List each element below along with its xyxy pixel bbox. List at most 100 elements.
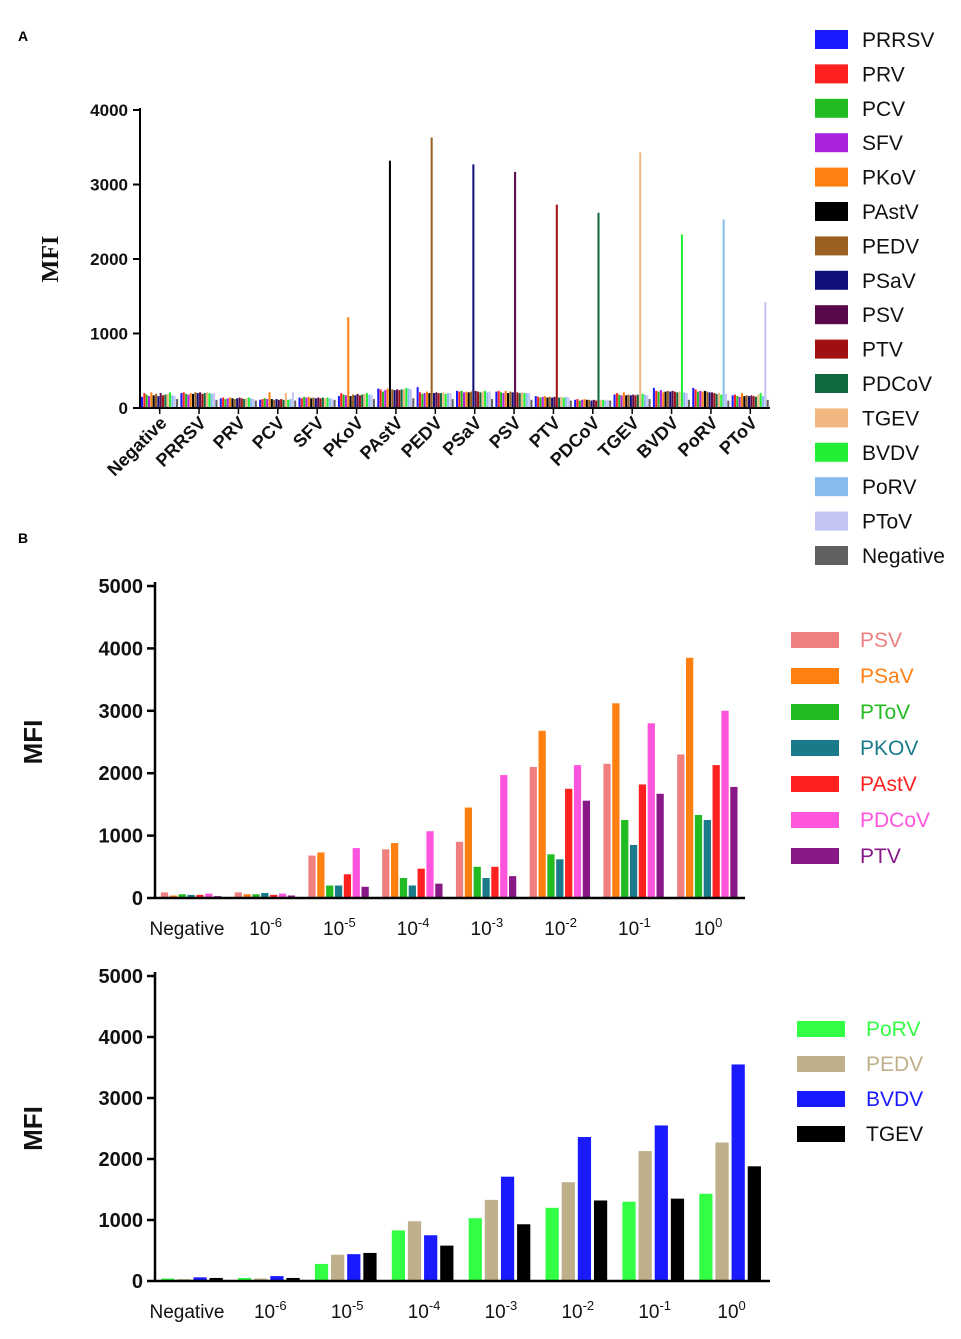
bar-a-pdcov-pedv	[439, 393, 443, 408]
bar-chart-b-bottom-tgev-4	[517, 1224, 531, 1281]
bar-a-tgev-sfv	[324, 398, 327, 408]
bar-a-bvdv-pdcov	[602, 399, 605, 408]
bar-a-porv-psv	[525, 393, 528, 408]
bar-a-sfv-tgev	[620, 395, 623, 408]
bar-a-prv-ptv	[537, 396, 540, 408]
bar-chart-b-bottom-tgev-7	[747, 1166, 761, 1281]
bar-a-pdcov-negative	[164, 394, 167, 408]
x-tick-label-chart-b-bottom: 10-1	[638, 1298, 671, 1323]
bar-a-bvdv-psav	[484, 390, 487, 408]
legend-label-chart-b-top: PKOV	[860, 737, 918, 760]
legend-a: PRRSV PRV PCV SFV PKoV PAstV PEDV PSaV PSV PTV PDC…	[815, 29, 945, 568]
bar-a-bvdv-bvdv	[680, 234, 683, 408]
bar-chart-b-top-pkov-1	[261, 893, 269, 898]
bar-a-pedv-ptov	[745, 395, 748, 408]
bar-a-sfv-ptov	[738, 396, 741, 408]
bar-chart-b-top-pdcov-2	[352, 848, 360, 898]
bar-chart-b-top-ptov-6	[621, 820, 629, 898]
bar-a-negative-ptov	[766, 399, 769, 408]
bar-a-negative-prv	[254, 400, 257, 408]
x-tick-label-chart-b-top: 10-4	[397, 915, 430, 940]
legend-swatch-chart-b-bottom	[797, 1126, 845, 1142]
bar-a-psv-pastv	[395, 389, 398, 409]
bar-a-psav-pastv	[393, 390, 396, 408]
legend-swatch-a	[815, 442, 848, 462]
bar-a-pedv-pdcov	[588, 399, 591, 408]
bar-a-pedv-prv	[233, 399, 236, 408]
bar-a-pastv-tgev	[625, 395, 628, 408]
legend-swatch-chart-b-top	[791, 812, 839, 828]
bar-a-pdcov-psv	[518, 393, 521, 408]
bar-chart-b-bottom-bvdv-2	[347, 1254, 361, 1281]
bar-chart-b-top-pastv-6	[638, 784, 647, 898]
bar-a-psv-prv	[238, 397, 241, 408]
y-tick-label-a: 1000	[90, 325, 128, 344]
bar-a-sfv-pedv	[423, 393, 426, 408]
bar-a-porv-ptv	[565, 396, 568, 408]
legend-label-chart-b-bottom: TGEV	[866, 1123, 923, 1146]
bar-chart-b-top-ptv-2	[361, 886, 369, 898]
bar-a-psav-porv	[708, 392, 711, 408]
bar-a-sfv-porv	[699, 390, 702, 408]
bar-a-negative-pcv	[294, 400, 297, 408]
bar-a-pastv-bvdv	[664, 391, 667, 408]
bar-a-porv-prrsv	[210, 393, 213, 408]
bar-a-prrsv-pcv	[259, 399, 262, 408]
bar-a-psav-sfv	[314, 398, 317, 408]
bar-chart-b-top-psv-6	[603, 763, 611, 898]
bar-a-bvdv-pkov	[365, 393, 368, 408]
bar-a-pcv-porv	[696, 391, 699, 408]
bar-a-porv-pkov	[368, 394, 371, 408]
bar-a-bvdv-ptv	[562, 397, 565, 408]
bar-a-pcv-negative	[145, 394, 148, 408]
bar-a-pastv-pdcov	[585, 399, 588, 408]
legend-label-chart-b-bottom: PEDV	[866, 1053, 923, 1076]
bar-a-prv-bvdv	[655, 390, 658, 408]
bar-a-prrsv-ptv	[534, 396, 537, 408]
legend-label-a: PEDV	[862, 235, 919, 258]
bar-a-prv-sfv	[300, 398, 303, 408]
legend-label-a: PAstV	[862, 201, 919, 224]
bar-a-ptv-prv	[240, 398, 243, 408]
legend-label-a: PTV	[862, 339, 903, 362]
bar-a-ptv-sfv	[319, 398, 322, 408]
bar-a-ptov-ptov	[764, 302, 767, 408]
bar-a-pastv-pastv	[388, 160, 391, 408]
x-tick-label-a: PToV	[715, 413, 761, 459]
bar-a-pdcov-porv	[715, 393, 718, 408]
legend-swatch-a	[815, 374, 848, 393]
legend-swatch-chart-b-top	[791, 776, 839, 792]
legend-swatch-a	[815, 167, 848, 187]
x-tick-label-chart-b-top: 100	[694, 915, 722, 940]
x-tick-label-chart-b-bottom: 10-3	[485, 1298, 518, 1323]
bar-chart-b-top-pastv-5	[565, 788, 573, 898]
x-tick-label-a: PCV	[248, 413, 288, 453]
legend-swatch-a	[815, 305, 848, 325]
bar-a-pdcov-pcv	[282, 399, 285, 408]
bar-a-pdcov-pkov	[361, 394, 364, 408]
bar-a-prv-pedv	[418, 392, 421, 408]
bar-a-ptv-ptv	[555, 204, 558, 408]
bar-chart-b-top-psav-6	[612, 703, 620, 898]
bar-a-pastv-psav	[467, 392, 470, 408]
bar-a-pkov-prv	[229, 397, 232, 408]
bar-a-ptv-pedv	[437, 393, 440, 408]
legend-swatch-chart-b-top	[791, 740, 839, 756]
bar-chart-b-bottom-bvdv-0	[193, 1277, 207, 1281]
bar-chart-b-bottom-bvdv-4	[500, 1176, 515, 1281]
bar-chart-b-bottom-tgev-5	[593, 1200, 608, 1281]
bar-a-negative-tgev	[648, 399, 651, 408]
bar-a-tgev-ptv	[560, 396, 563, 408]
bar-a-bvdv-psv	[523, 393, 526, 408]
legend-swatch-chart-b-bottom	[797, 1021, 845, 1037]
bar-chart-b-top-pastv-0	[196, 894, 204, 898]
panel-label-a: A	[18, 28, 28, 44]
bar-a-tgev-pedv	[442, 392, 445, 408]
bar-chart-b-top-pastv-1	[270, 894, 278, 898]
bar-chart-b-top-psv-2	[308, 855, 316, 898]
bar-a-ptv-negative	[162, 395, 165, 408]
bar-a-porv-negative	[171, 395, 174, 408]
legend-label-a: PRV	[862, 63, 905, 86]
